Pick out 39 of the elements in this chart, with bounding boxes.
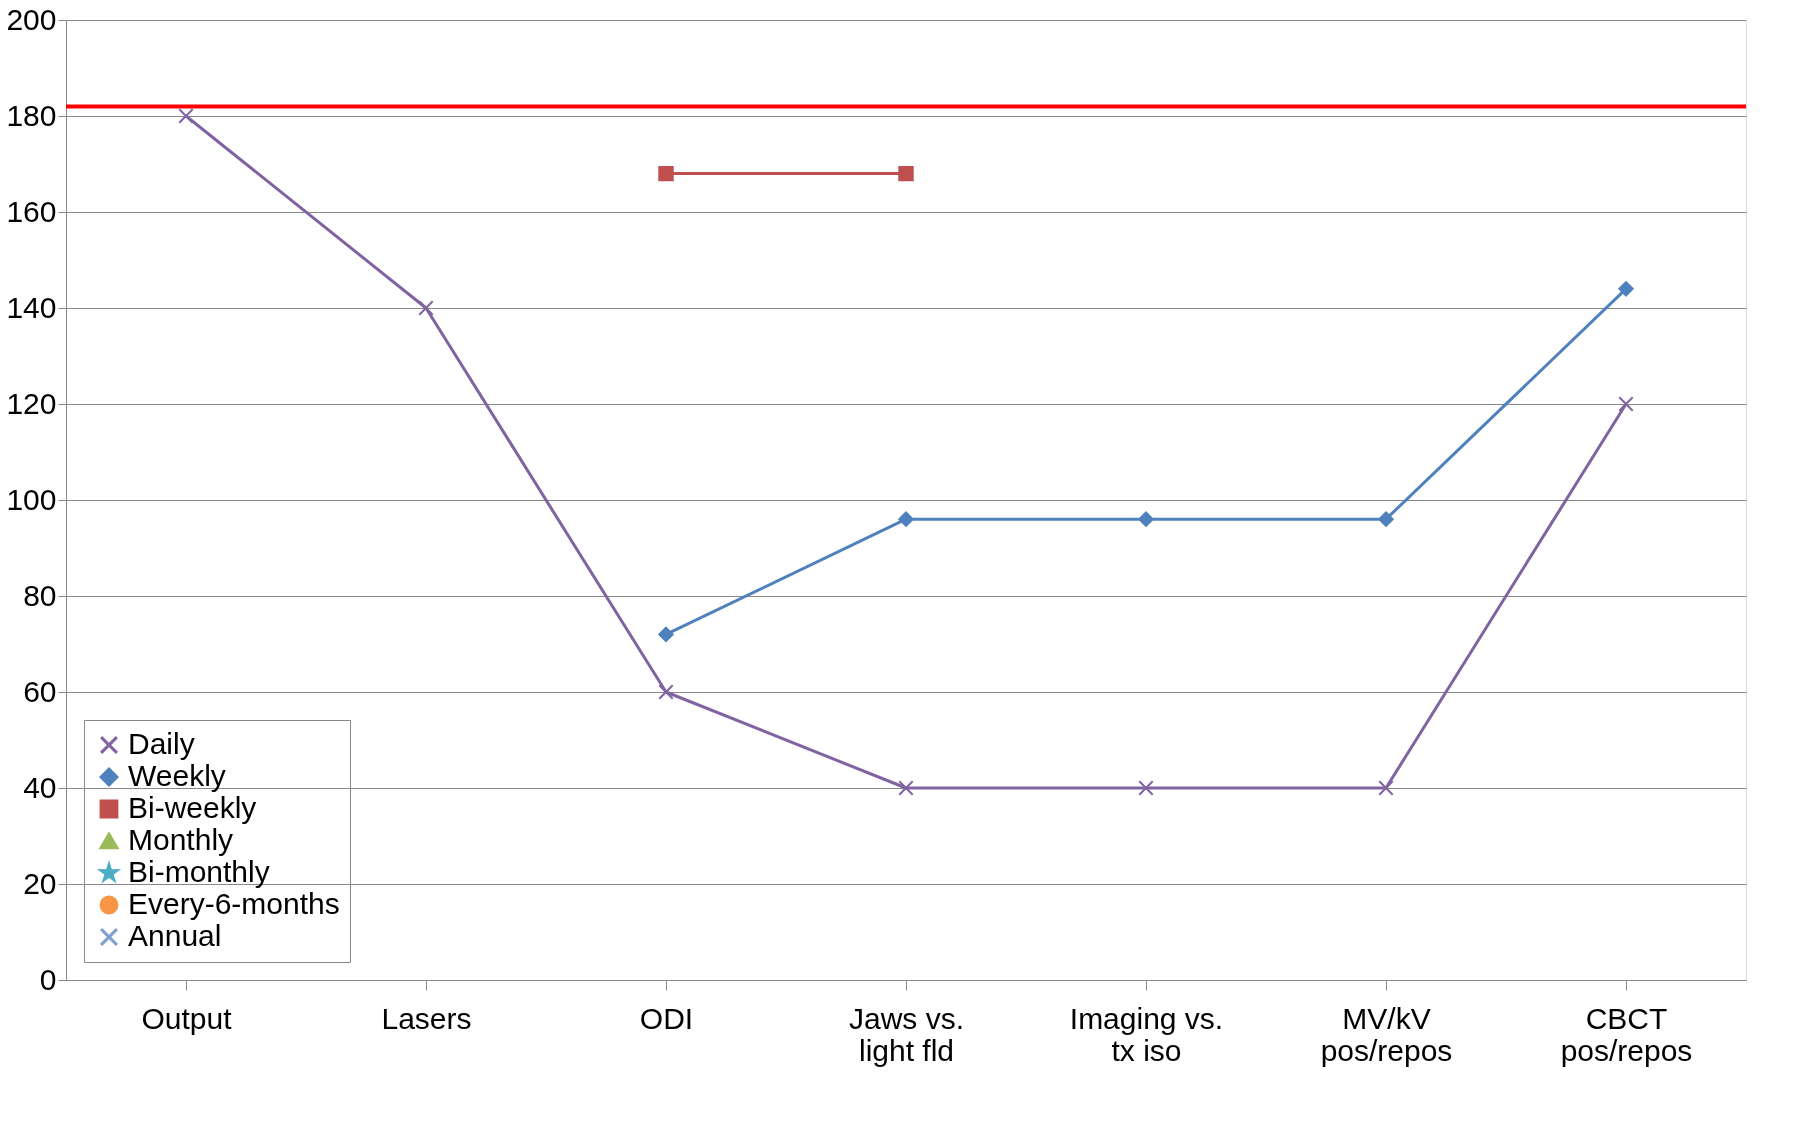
legend-label: Monthly: [128, 823, 234, 856]
x-tick-label: ODI: [639, 1001, 694, 1035]
y-tick-label: 100: [6, 482, 57, 516]
legend-label: Weekly: [128, 759, 226, 792]
point: [1378, 780, 1394, 796]
x-tick-label: Output: [141, 1001, 233, 1035]
y-tick-label: 20: [23, 866, 57, 900]
point: [898, 780, 914, 796]
legend-label: Bi-monthly: [128, 855, 270, 888]
point: [658, 684, 674, 700]
legend-label: Bi-weekly: [128, 791, 257, 824]
point: [178, 108, 194, 124]
point: [898, 511, 914, 527]
point: [1618, 281, 1634, 297]
y-tick-label: 120: [6, 386, 57, 420]
point: [658, 165, 674, 182]
x-tick-label: Lasers: [381, 1001, 472, 1035]
point: [1138, 780, 1154, 796]
point: [1618, 396, 1634, 412]
point: [658, 626, 674, 643]
y-tick-label: 140: [6, 290, 57, 324]
y-tick-label: 200: [6, 2, 57, 36]
y-tick-label: 80: [23, 578, 57, 612]
x-tick-label: Imaging vs. tx iso: [1069, 1001, 1224, 1067]
point: [1138, 511, 1154, 527]
point: [898, 165, 914, 182]
legend-label: Annual: [128, 919, 222, 952]
point: [418, 300, 434, 316]
point: [1378, 511, 1394, 527]
y-tick-label: 160: [6, 194, 57, 228]
y-tick-label: 40: [23, 770, 57, 804]
y-tick-label: 60: [23, 674, 57, 708]
legend-label: Daily: [128, 727, 195, 760]
x-tick-label: Jaws vs. light fld: [848, 1001, 965, 1067]
x-tick-label: CBCT pos/repos: [1560, 1001, 1693, 1067]
x-tick-label: MV/kV pos/repos: [1320, 1001, 1453, 1067]
legend-label: Every-6-months: [128, 887, 340, 920]
y-tick-label: 0: [39, 962, 57, 996]
y-tick-label: 180: [6, 98, 57, 132]
